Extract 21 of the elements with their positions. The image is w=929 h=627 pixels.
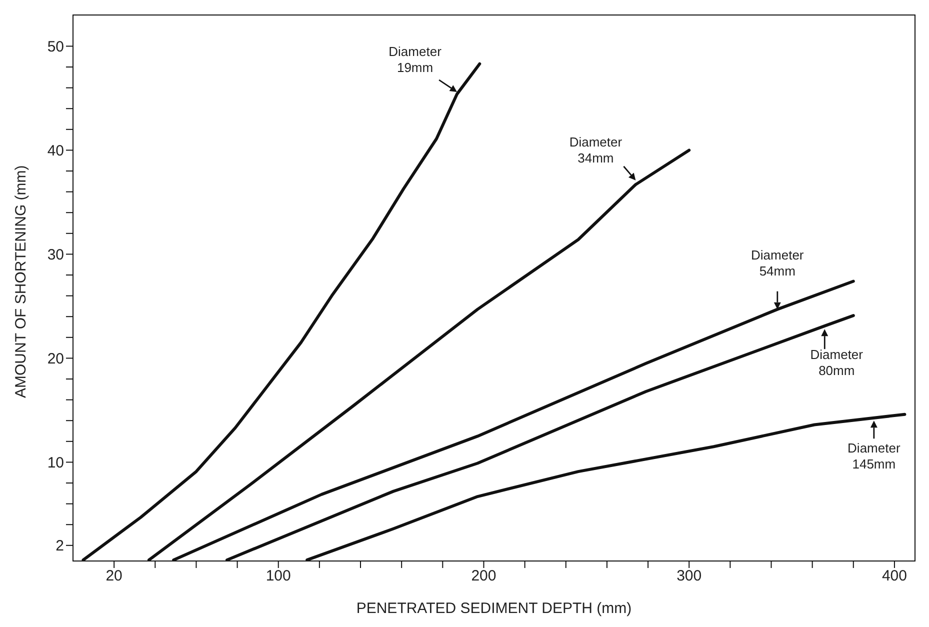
x-tick-label: 100	[266, 568, 291, 585]
line-series	[147, 148, 691, 561]
annotation: Diameter 145mm	[848, 440, 901, 472]
x-axis-title: PENETRATED SEDIMENT DEPTH (mm)	[356, 600, 632, 617]
annotation: Diameter 19mm	[388, 44, 442, 75]
x-tick-label: 400	[882, 568, 907, 585]
line-series	[306, 412, 906, 561]
y-tick-label: 10	[47, 454, 64, 472]
y-axis-title: AMOUNT OF SHORTENING (mm)	[12, 165, 30, 398]
y-tick-label: 40	[47, 142, 64, 160]
line-series	[82, 62, 482, 561]
annotation: Diameter 80mm	[810, 347, 864, 378]
annotation: Diameter 54mm	[751, 247, 804, 278]
annotation: Diameter 34mm	[569, 134, 623, 166]
x-tick-label: 20	[106, 568, 122, 585]
y-tick-label: 2	[56, 538, 64, 555]
y-tick-label: 30	[47, 246, 64, 264]
x-tick-label: 300	[676, 568, 702, 585]
x-tick-label: 200	[471, 568, 496, 585]
y-tick-label: 20	[47, 350, 64, 368]
y-tick-label: 50	[47, 38, 64, 56]
